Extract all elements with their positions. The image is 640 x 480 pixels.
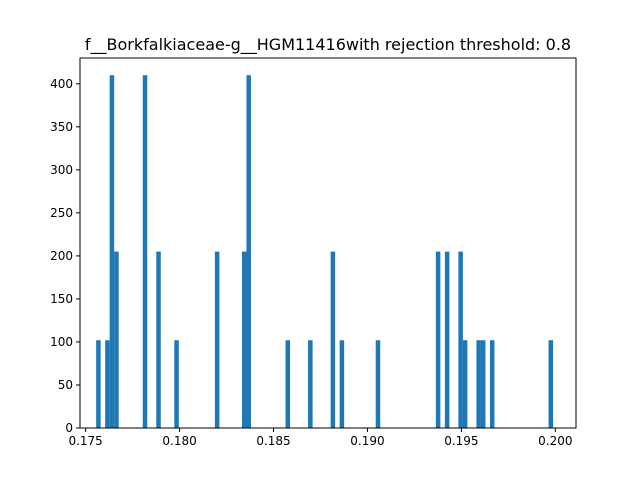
y-tick-label: 100 [50,335,73,349]
histogram-bar [142,75,148,429]
x-tick-label: 0.180 [162,434,196,448]
x-tick-label: 0.200 [538,434,572,448]
histogram-bar [214,251,220,428]
y-tick-label: 50 [58,378,73,392]
histogram-bar [480,340,486,428]
y-tick-label: 150 [50,292,73,306]
histogram-bar [96,340,101,428]
histogram-bar [246,75,251,429]
histogram-bars [96,75,554,429]
histogram-bar [109,75,115,429]
histogram-bar [435,251,441,428]
histogram-bar [156,251,161,428]
y-tick-label: 200 [50,249,73,263]
histogram-bar [462,340,468,428]
y-axis: 0 50 100 150 200 250 300 350 400 [50,77,80,435]
histogram-bar [489,340,495,428]
histogram-bar [330,251,336,428]
chart-title: f__Borkfalkiaceae-g__HGM11416with reject… [85,35,571,55]
histogram-bar [375,340,381,428]
histogram-bar [476,340,481,428]
histogram-bar [458,251,463,428]
plot-frame [79,57,577,429]
histogram-bar [444,251,450,428]
x-tick-label: 0.175 [68,434,102,448]
histogram-bar [285,340,291,428]
histogram-bar [105,340,110,428]
y-tick-label: 350 [50,120,73,134]
histogram-bar [308,340,313,428]
y-tick-label: 250 [50,206,73,220]
histogram-bar [174,340,179,428]
histogram-bar [241,251,247,428]
y-tick-label: 400 [50,77,73,91]
x-axis: 0.175 0.180 0.185 0.190 0.195 0.200 [68,428,573,448]
y-tick-label: 300 [50,163,73,177]
x-tick-label: 0.195 [444,434,478,448]
histogram-bar [548,340,554,428]
x-tick-label: 0.190 [350,434,384,448]
histogram-bar [114,251,119,428]
histogram-bar [339,340,345,428]
x-tick-label: 0.185 [256,434,290,448]
y-tick-label: 0 [65,421,73,435]
